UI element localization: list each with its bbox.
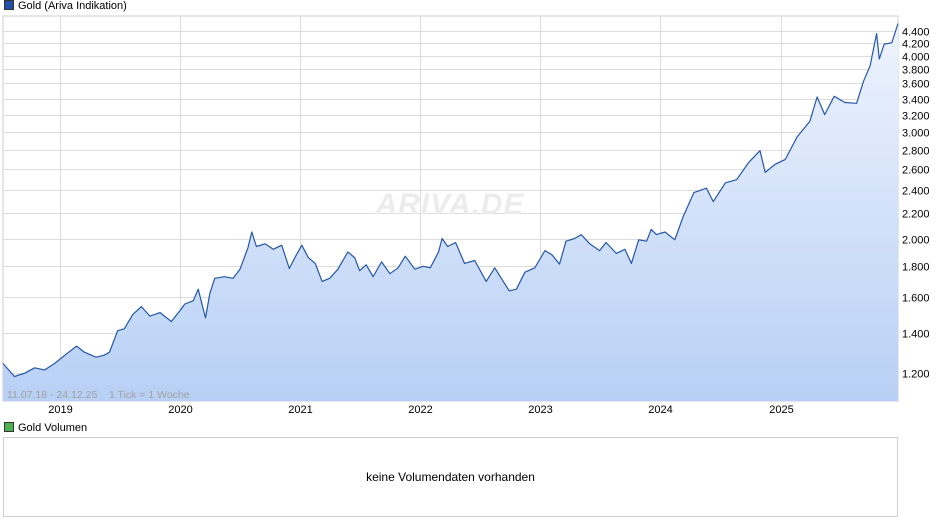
x-tick-label: 2024: [648, 404, 672, 416]
y-tick-label: 1.400: [902, 329, 930, 341]
x-tick-label: 2023: [528, 404, 552, 416]
volume-panel: keine Volumendaten vorhanden: [3, 437, 898, 517]
price-legend: Gold (Ariva Indikation): [4, 0, 127, 13]
volume-legend-label: Gold Volumen: [18, 422, 88, 434]
y-tick-label: 2.800: [902, 146, 930, 158]
x-tick-label: 2019: [48, 404, 72, 416]
x-axis: 2019 2020 2021 2022 2023 2024 2025: [48, 404, 793, 416]
y-tick-label: 4.200: [902, 39, 930, 51]
watermark: ARIVA.DE: [374, 188, 524, 221]
y-tick-label: 2.000: [902, 235, 930, 247]
volume-empty-message: keine Volumendaten vorhanden: [366, 470, 535, 484]
y-tick-label: 4.400: [902, 27, 930, 39]
price-legend-swatch: [4, 0, 14, 10]
y-tick-label: 1.200: [902, 369, 930, 381]
y-tick-label: 2.400: [902, 186, 930, 198]
price-line: [2, 23, 899, 378]
x-tick-label: 2020: [168, 404, 192, 416]
y-tick-label: 3.800: [902, 65, 930, 77]
y-tick-label: 1.600: [902, 293, 930, 305]
y-tick-label: 3.000: [902, 128, 930, 140]
y-tick-label: 3.600: [902, 79, 930, 91]
y-tick-label: 2.200: [902, 209, 930, 221]
y-tick-label: 3.200: [902, 111, 930, 123]
volume-legend-swatch: [4, 422, 14, 432]
price-area: [3, 23, 898, 401]
x-tick-label: 2022: [408, 404, 432, 416]
y-axis: 1.200 1.400 1.600 1.800 2.000 2.200 2.400 2.600…: [902, 27, 930, 381]
price-chart[interactable]: ARIVA.DE 1.200 1.400 1.600 1.800 2.000 2.200 2…: [0, 0, 940, 420]
y-tick-label: 2.600: [902, 165, 930, 177]
price-legend-label: Gold (Ariva Indikation): [18, 0, 127, 12]
volume-legend: Gold Volumen: [4, 422, 87, 435]
y-tick-label: 4.000: [902, 52, 930, 64]
range-info: 11.07.18 - 24.12.25 1 Tick = 1 Woche: [7, 389, 190, 401]
y-tick-label: 3.400: [902, 95, 930, 107]
x-tick-label: 2021: [288, 404, 312, 416]
x-tick-label: 2025: [769, 404, 793, 416]
y-tick-label: 1.800: [902, 262, 930, 274]
